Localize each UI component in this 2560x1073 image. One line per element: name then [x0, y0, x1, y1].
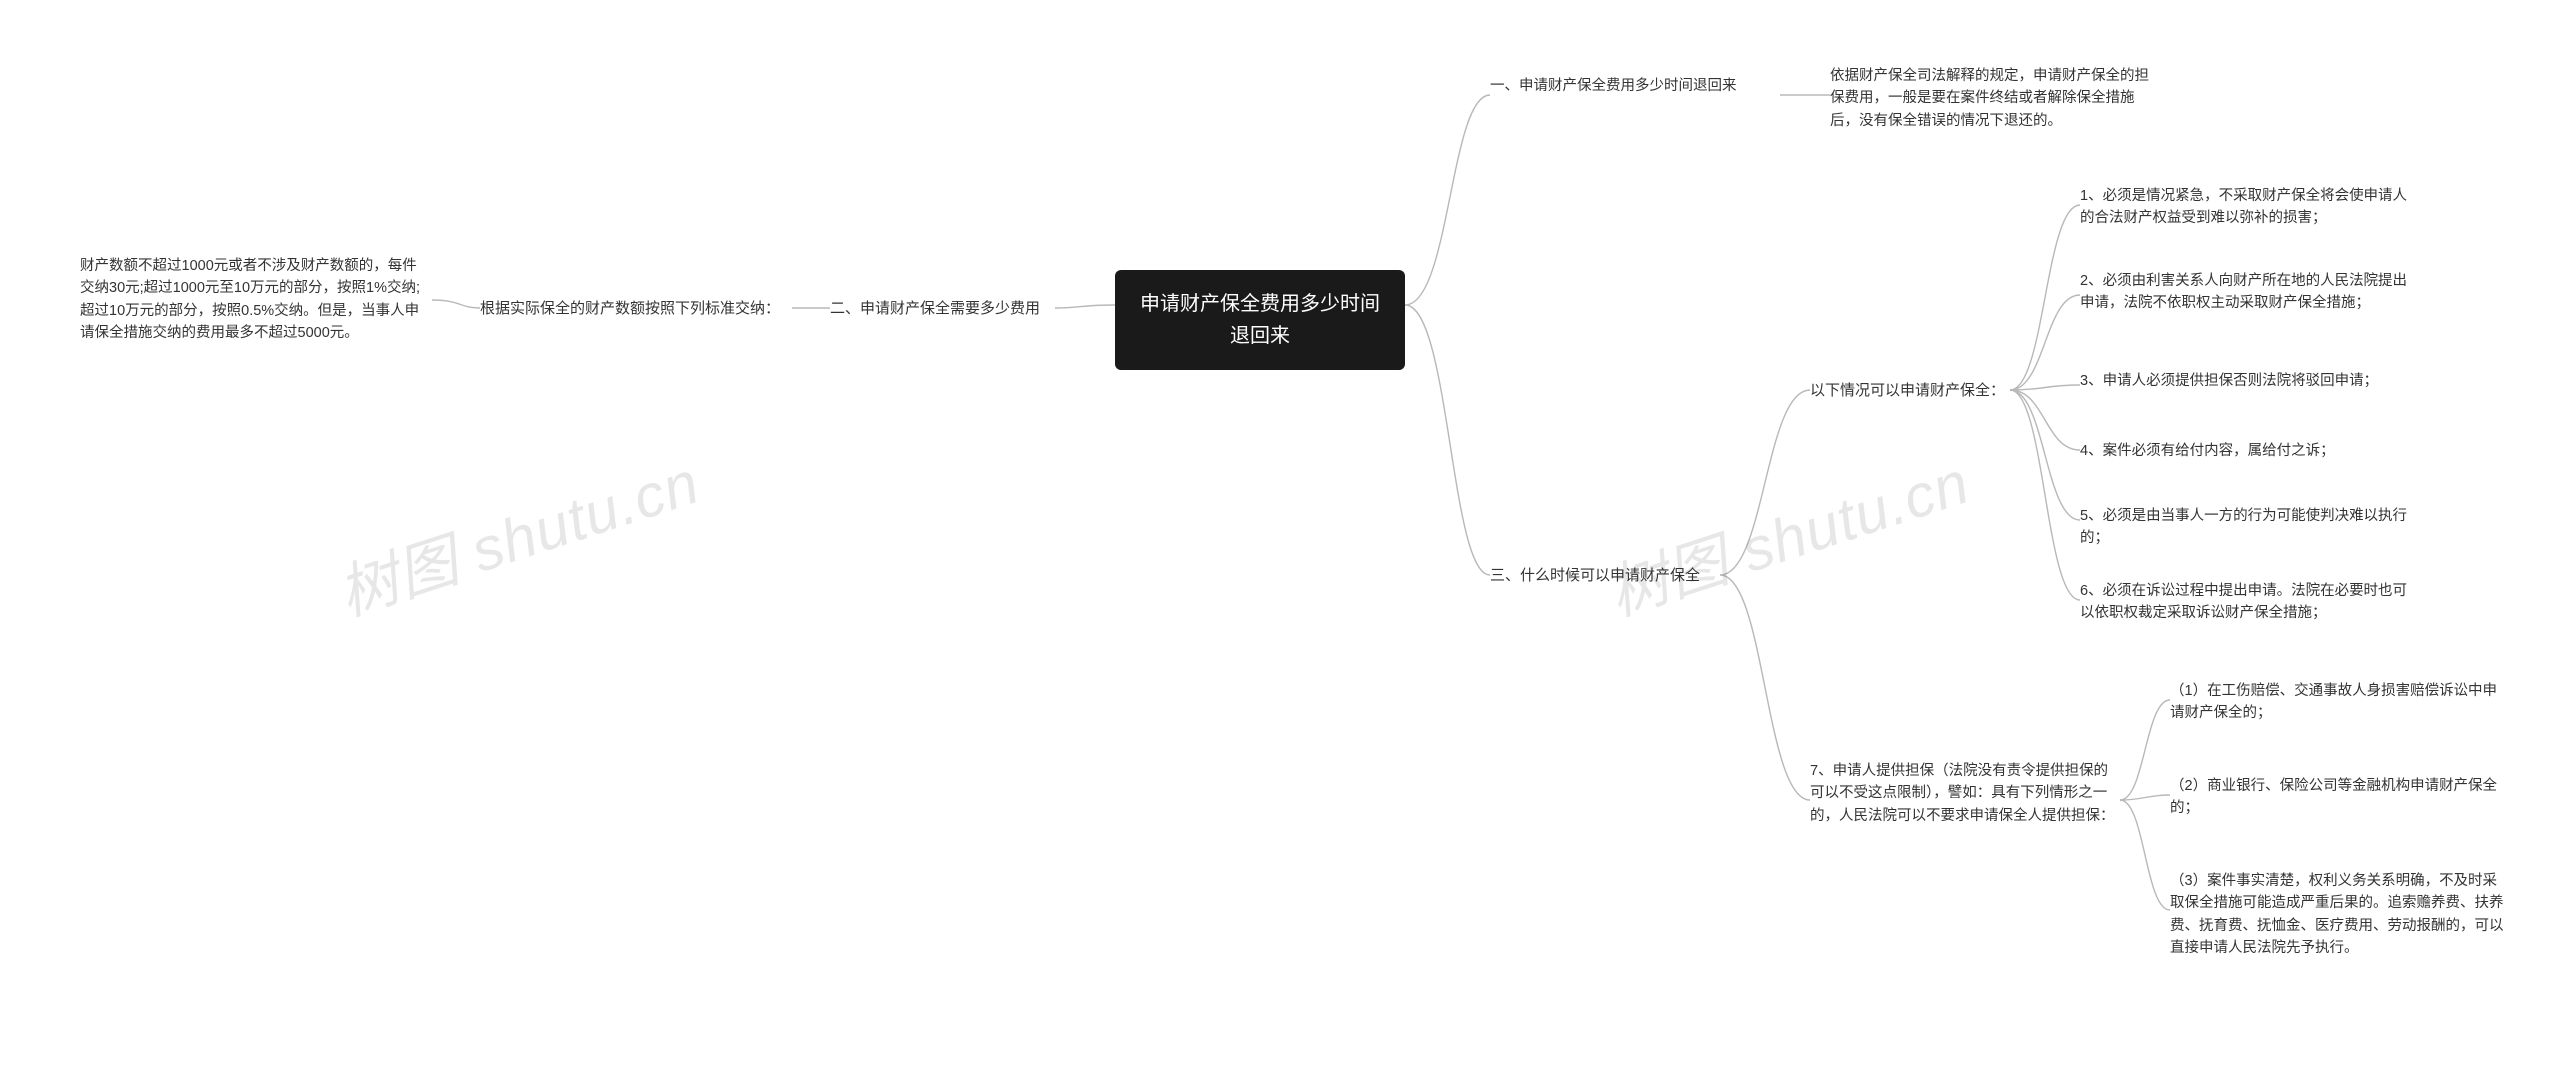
branch-2-sub: 根据实际保全的财产数额按照下列标准交纳：: [480, 298, 780, 321]
group-a-item-4: 4、案件必须有给付内容，属给付之诉；: [2080, 440, 2420, 462]
group-b-label: 7、申请人提供担保（法院没有责令提供担保的可以不受这点限制），譬如：具有下列情形…: [1810, 760, 2120, 827]
watermark: 树图 shutu.cn: [326, 434, 709, 632]
group-b-item-1: （1）在工伤赔偿、交通事故人身损害赔偿诉讼中申请财产保全的；: [2170, 680, 2500, 725]
group-a-label: 以下情况可以申请财产保全：: [1810, 380, 2005, 403]
group-a-item-1: 1、必须是情况紧急，不采取财产保全将会使申请人的合法财产权益受到难以弥补的损害；: [2080, 185, 2420, 230]
watermark: 树图 shutu.cn: [1596, 434, 1979, 632]
mindmap-canvas: 树图 shutu.cn 树图 shutu.cn 申请财产保全费用多少时间退回来 …: [0, 0, 2560, 1073]
group-b-item-2: （2）商业银行、保险公司等金融机构申请财产保全的；: [2170, 775, 2500, 820]
branch-2-detail: 财产数额不超过1000元或者不涉及财产数额的，每件交纳30元;超过1000元至1…: [80, 255, 430, 345]
group-a-item-5: 5、必须是由当事人一方的行为可能使判决难以执行的；: [2080, 505, 2420, 550]
branch-3: 三、什么时候可以申请财产保全: [1490, 565, 1700, 588]
branch-2: 二、申请财产保全需要多少费用: [830, 298, 1040, 321]
branch-1-detail: 依据财产保全司法解释的规定，申请财产保全的担保费用，一般是要在案件终结或者解除保…: [1830, 65, 2160, 132]
branch-1: 一、申请财产保全费用多少时间退回来: [1490, 75, 1780, 97]
root-node: 申请财产保全费用多少时间退回来: [1115, 270, 1405, 370]
group-a-item-3: 3、申请人必须提供担保否则法院将驳回申请；: [2080, 370, 2420, 392]
group-a-item-6: 6、必须在诉讼过程中提出申请。法院在必要时也可以依职权裁定采取诉讼财产保全措施；: [2080, 580, 2420, 625]
group-b-item-3: （3）案件事实清楚，权利义务关系明确，不及时采取保全措施可能造成严重后果的。追索…: [2170, 870, 2510, 960]
group-a-item-2: 2、必须由利害关系人向财产所在地的人民法院提出申请，法院不依职权主动采取财产保全…: [2080, 270, 2420, 315]
